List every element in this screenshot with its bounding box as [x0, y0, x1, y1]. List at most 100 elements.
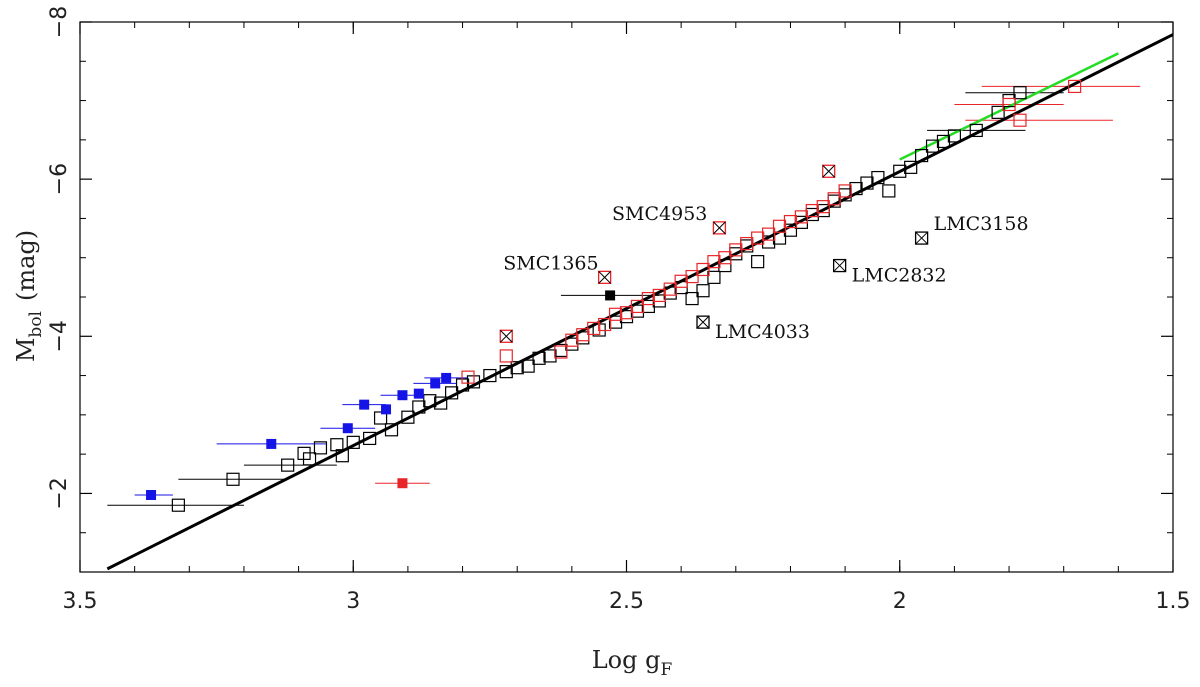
data-point	[816, 200, 830, 214]
marker-box	[597, 270, 612, 285]
marker-box	[914, 231, 929, 245]
data-point	[685, 291, 699, 306]
data-point	[882, 184, 896, 198]
data-point	[381, 404, 392, 415]
data-point	[674, 274, 688, 288]
y-axis-label: Mbol (mag)	[12, 230, 46, 362]
data-point	[1068, 79, 1082, 94]
data-point	[171, 498, 185, 512]
annotation-label: LMC3158	[934, 213, 1029, 235]
y-tick-label: −6	[47, 163, 72, 195]
data-point	[904, 160, 918, 174]
axes: 3.5 3 2.5 2 1.5 −2 −4 −6 −8	[47, 6, 1191, 614]
data-point	[521, 359, 535, 373]
data-point	[499, 365, 513, 379]
data-point	[718, 251, 732, 265]
data-point	[430, 378, 441, 389]
data-point	[783, 223, 798, 237]
x-axis-label-main: Log g	[592, 646, 661, 674]
data-point	[281, 458, 295, 472]
fit-line	[106, 33, 1174, 571]
data-point	[441, 372, 452, 383]
data-point	[1013, 113, 1027, 127]
y-tick-label: −4	[47, 320, 72, 352]
data-point	[384, 423, 399, 437]
data-point	[397, 390, 408, 401]
x-tick-label: 2.5	[609, 589, 644, 614]
marker-box	[712, 221, 727, 235]
data-point	[712, 221, 727, 235]
data-point	[832, 258, 847, 273]
data-point	[641, 291, 655, 306]
data-point	[772, 219, 787, 233]
data-point	[991, 105, 1005, 119]
data-point	[266, 438, 277, 449]
y-axis-label-main: M	[12, 338, 40, 363]
data-point	[313, 441, 328, 455]
data-point	[346, 435, 360, 449]
annotation-label: LMC4033	[715, 321, 810, 343]
data-point	[696, 315, 710, 329]
marker-box	[832, 258, 847, 273]
marker-cross	[499, 329, 513, 343]
annotation-label: LMC2832	[852, 265, 947, 287]
x-tick-label: 3.5	[63, 589, 98, 614]
data-point	[413, 388, 424, 399]
data-point	[363, 431, 377, 446]
data-point	[827, 192, 841, 206]
marker-box	[499, 329, 513, 343]
data-point	[543, 349, 557, 363]
marker-cross	[822, 164, 836, 178]
data-point	[605, 290, 616, 301]
annotation-label: SMC4953	[612, 203, 707, 225]
marker-cross	[598, 271, 611, 284]
annotation-label: SMC1365	[503, 252, 598, 274]
x-tick-label: 1.5	[1156, 589, 1191, 614]
data-point	[822, 164, 836, 178]
marker-box	[822, 164, 836, 178]
x-tick-label: 3	[346, 589, 360, 614]
data-point	[685, 269, 699, 284]
data-point	[707, 255, 721, 269]
data-point	[554, 345, 568, 359]
data-point	[718, 258, 732, 273]
data-point	[751, 231, 765, 245]
y-tick-label: −8	[47, 6, 72, 38]
data-point	[915, 148, 929, 163]
data-point	[871, 170, 885, 185]
data-point	[445, 386, 459, 400]
data-point	[663, 282, 677, 296]
data-point	[914, 231, 929, 245]
data-point	[532, 351, 546, 365]
data-point	[483, 368, 497, 383]
data-point	[608, 315, 623, 329]
data-point	[761, 235, 776, 249]
data-point	[1002, 97, 1016, 112]
data-point	[461, 370, 475, 384]
data-point	[1013, 86, 1027, 100]
data-point	[608, 307, 623, 321]
data-point	[925, 139, 940, 153]
data-point	[335, 449, 349, 463]
data-point	[397, 478, 408, 489]
x-axis-label: Log gF	[592, 646, 673, 680]
data-point	[302, 452, 317, 466]
data-point	[373, 411, 388, 425]
data-point	[893, 164, 907, 178]
data-point	[751, 255, 765, 269]
data-point	[619, 310, 634, 324]
data-point	[598, 317, 612, 332]
y-axis-label-unit: (mag)	[12, 230, 40, 301]
data-point	[434, 396, 448, 410]
marker-cross	[696, 315, 710, 329]
marker-cross	[713, 221, 726, 235]
data-point	[146, 490, 157, 500]
data-point	[597, 270, 612, 285]
marker-box	[696, 315, 710, 329]
data-point	[707, 270, 721, 284]
y-axis-label-sub: bol	[26, 311, 46, 338]
plot-area: SMC4953 SMC1365 LMC4033 LMC2832 LMC3158	[106, 33, 1174, 571]
data-point	[630, 304, 645, 318]
marker-cross	[833, 259, 846, 272]
